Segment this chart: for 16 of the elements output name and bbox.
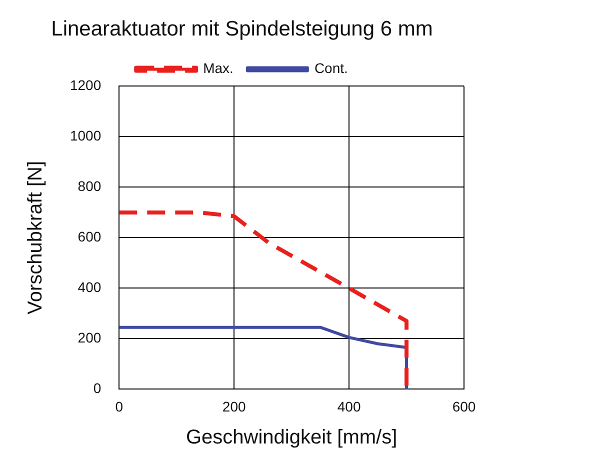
y-tick-label: 200: [78, 330, 102, 346]
x-axis-title: Geschwindigkeit [mm/s]: [186, 426, 398, 449]
x-tick-label: 600: [452, 398, 476, 414]
x-tick-label: 0: [115, 398, 124, 414]
x-tick-label: 200: [222, 398, 246, 414]
legend-label: Max.: [203, 60, 234, 76]
y-axis-title: Vorschubkraft [N]: [24, 160, 47, 314]
y-tick-label: 400: [78, 279, 102, 296]
y-tick-label: 0: [93, 380, 102, 396]
x-tick-label: 400: [337, 398, 361, 414]
y-tick-label: 800: [78, 178, 102, 194]
y-tick-label: 1200: [70, 77, 102, 94]
y-tick-label: 600: [78, 228, 102, 245]
y-tick-label: 1000: [70, 128, 102, 144]
legend-label: Cont.: [314, 60, 348, 76]
chart-title: Linearaktuator mit Spindelsteigung 6 mm: [51, 17, 433, 40]
